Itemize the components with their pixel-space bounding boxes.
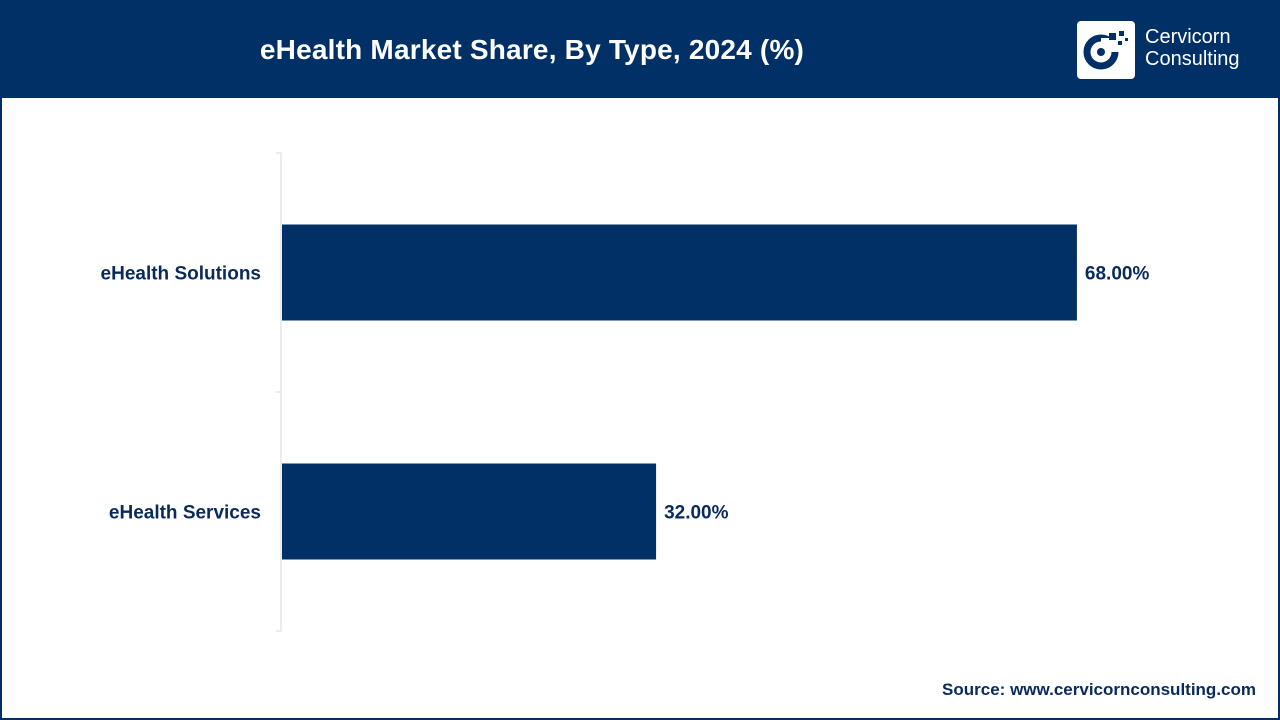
logo-line-2: Consulting	[1145, 48, 1240, 70]
bar-chart: eHealth Solutions 68.00% eHealth Services 3…	[101, 152, 1150, 632]
data-label: 32.00%	[664, 503, 729, 524]
category-label: eHealth Solutions	[101, 264, 261, 285]
logo-mark-icon	[1077, 21, 1135, 79]
source-url: www.cervicornconsulting.com	[1010, 680, 1256, 699]
source-note: Source: www.cervicornconsulting.com	[942, 680, 1256, 700]
logo-text: Cervicorn Consulting	[1145, 26, 1240, 70]
company-logo: Cervicorn Consulting	[1077, 20, 1267, 82]
category-label: eHealth Services	[109, 503, 261, 524]
source-label: Source:	[942, 680, 1006, 699]
data-label: 68.00%	[1085, 264, 1150, 285]
logo-line-1: Cervicorn	[1145, 26, 1231, 48]
chart-title: eHealth Market Share, By Type, 2024 (%)	[259, 34, 805, 65]
bar-ehealth-solutions	[282, 224, 1077, 321]
header-bar: eHealth Market Share, By Type, 2024 (%) …	[2, 2, 1278, 98]
bar-ehealth-services	[282, 463, 657, 560]
